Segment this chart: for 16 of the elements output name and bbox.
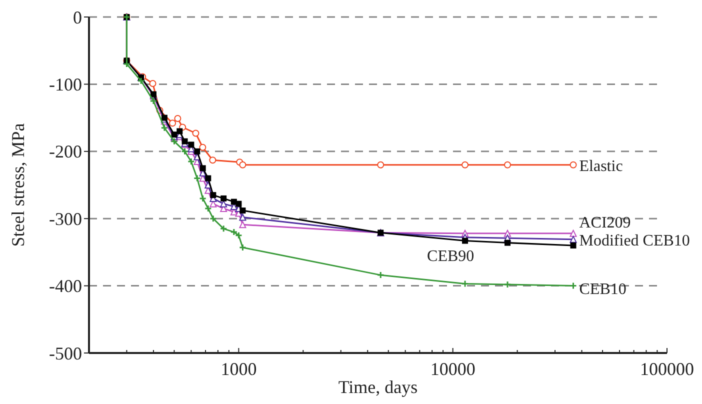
x-tick-label: 10000 — [430, 359, 476, 379]
y-tick-label: -200 — [49, 142, 82, 162]
series-label: ACI209 — [579, 214, 631, 232]
x-tick-label: 1000 — [220, 359, 257, 379]
y-axis-title: Steel stress, MPa — [8, 123, 28, 247]
series-label: CEB10 — [579, 280, 626, 298]
y-tick-label: -100 — [49, 74, 82, 94]
series-label: Modified CEB10 — [579, 232, 690, 250]
y-tick-label: -500 — [49, 343, 82, 364]
x-axis-title: Time, days — [338, 377, 418, 397]
x-tick-label: 100000 — [640, 359, 694, 379]
series-label: CEB90 — [427, 248, 474, 265]
y-tick-label: -300 — [49, 208, 82, 229]
y-tick-label: -400 — [49, 276, 82, 296]
series-label: Elastic — [579, 158, 623, 175]
y-tick-label: 0 — [73, 7, 82, 28]
